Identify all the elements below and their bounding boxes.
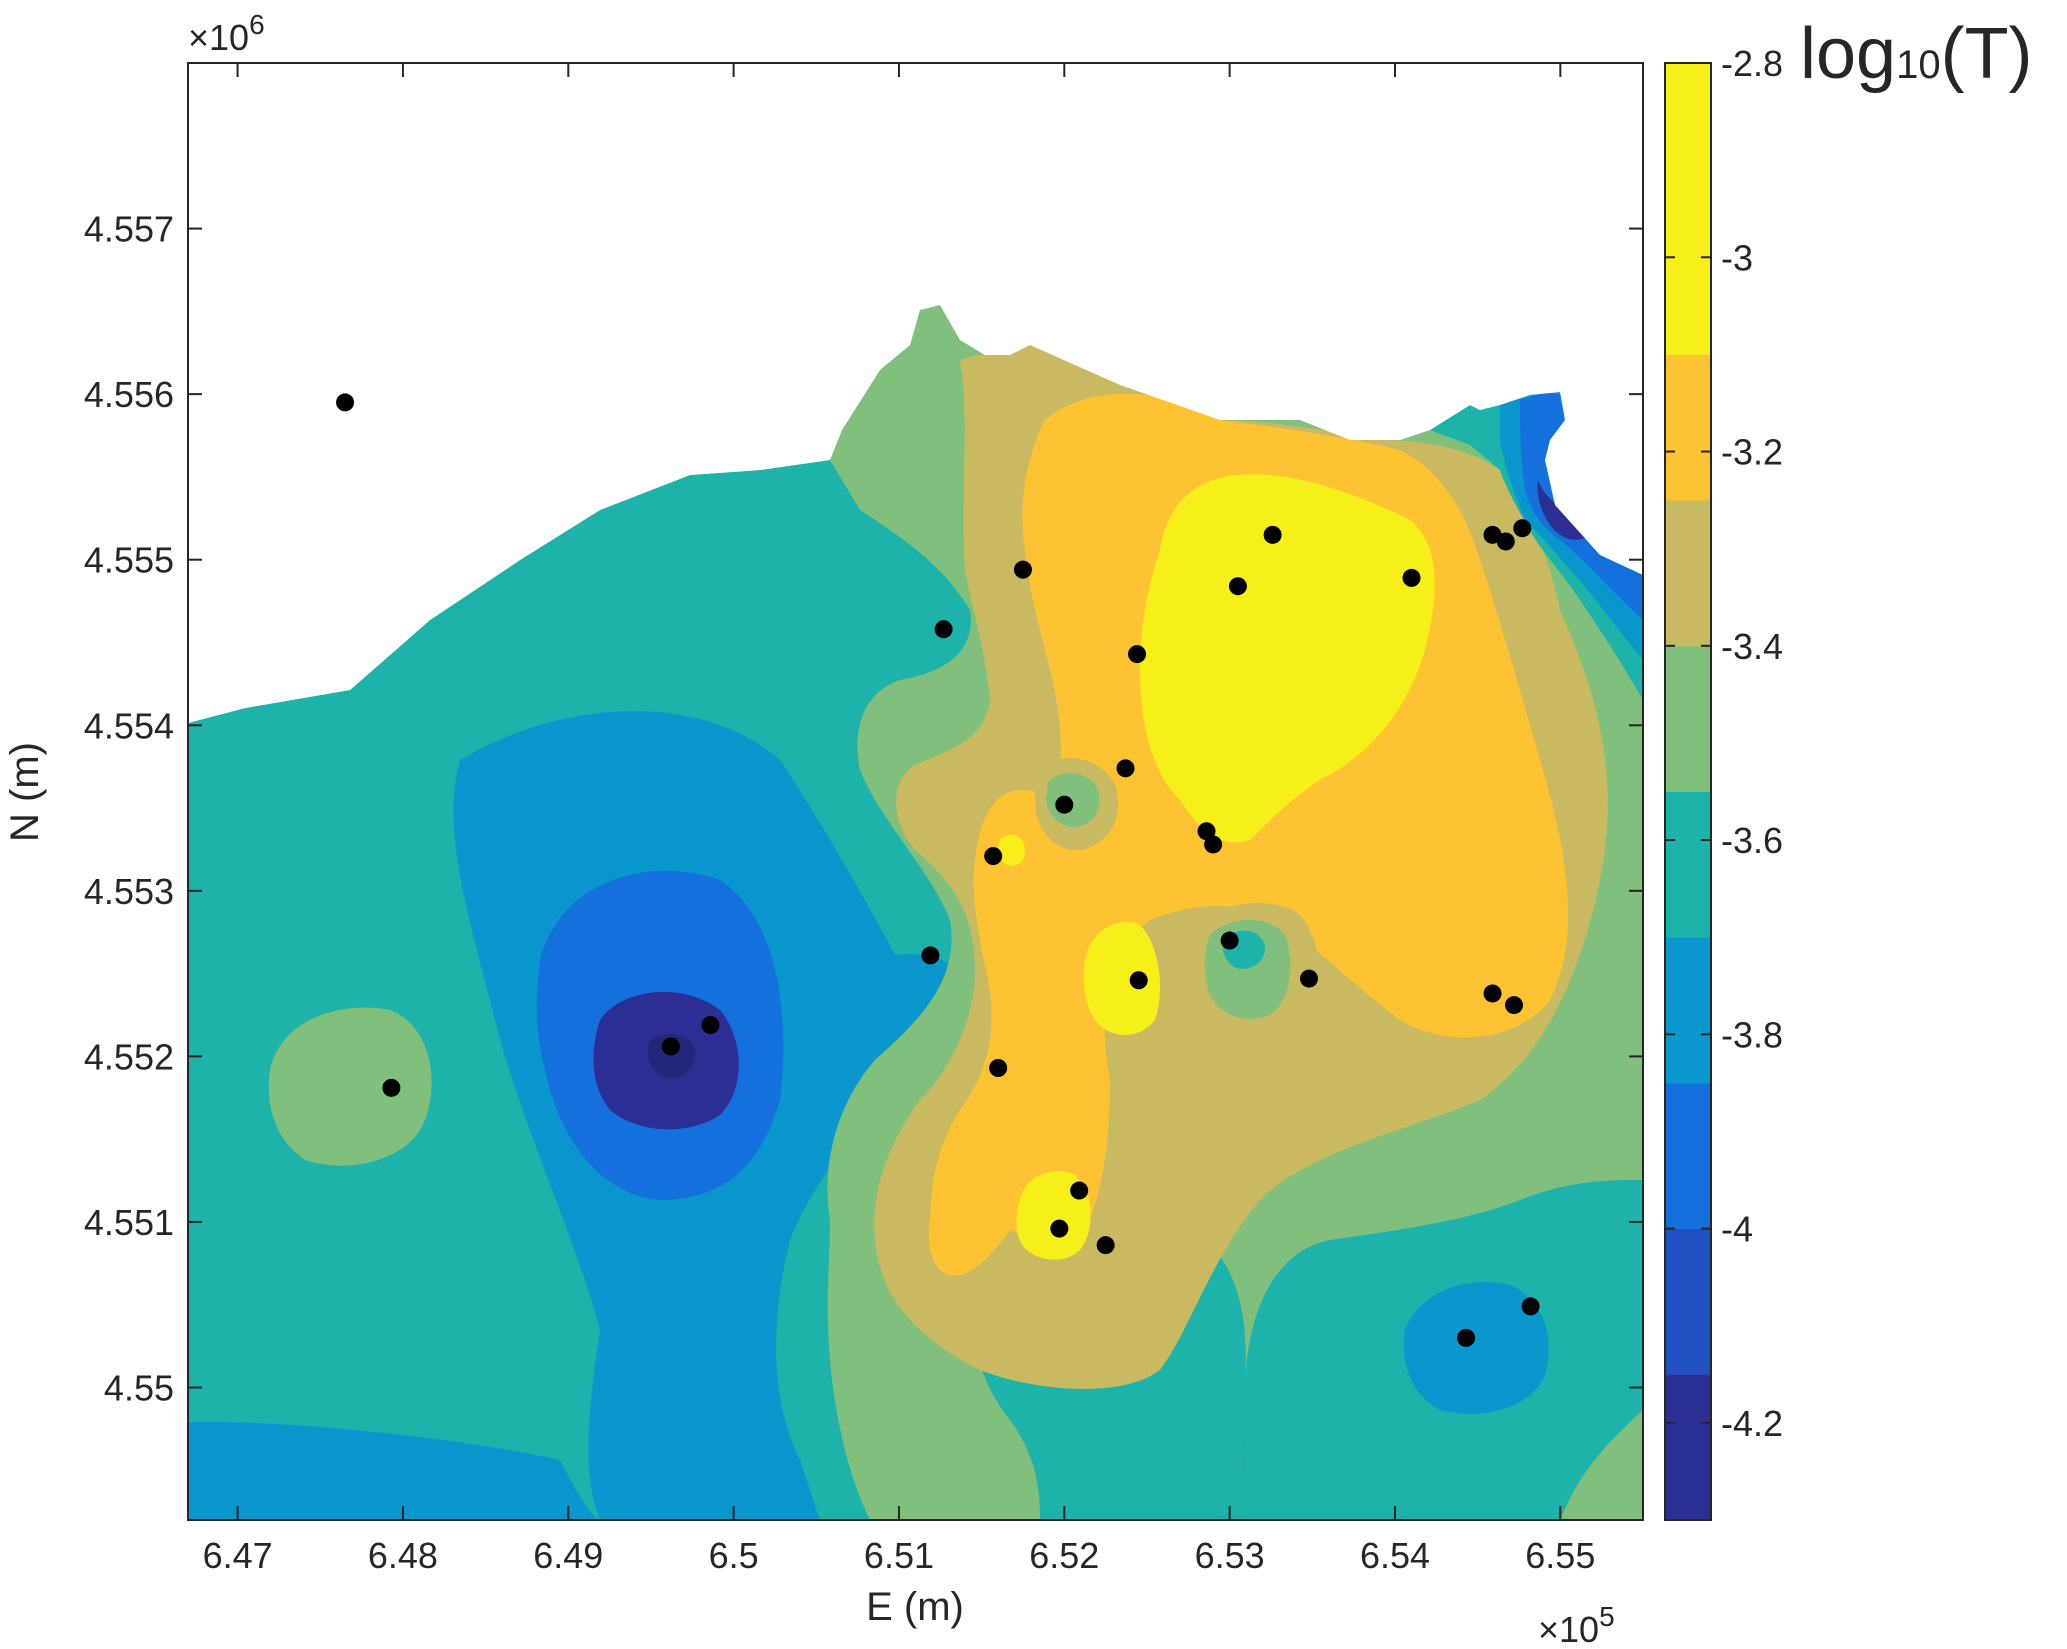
well-point-18 (1204, 835, 1222, 853)
colorbar-title-sub: 10 (1896, 43, 1941, 87)
colorbar-title-main: log (1800, 14, 1896, 94)
well-point-27 (1497, 532, 1515, 550)
well-point-10 (1050, 1220, 1068, 1238)
x-tick-label: 6.51 (864, 1535, 934, 1576)
colorbar-band (1665, 937, 1711, 1083)
x-tick-label: 6.5 (709, 1535, 759, 1576)
colorbar-band (1665, 500, 1711, 646)
well-point-15 (1128, 645, 1146, 663)
well-point-9 (1014, 561, 1032, 579)
well-point-22 (1300, 970, 1318, 988)
y-tick-label: 4.557 (84, 209, 174, 250)
well-point-11 (1055, 796, 1073, 814)
well-point-23 (1403, 569, 1421, 587)
x-tick-label: 6.48 (368, 1535, 438, 1576)
well-point-4 (701, 1016, 719, 1034)
well-point-8 (989, 1059, 1007, 1077)
colorbar-tick-label: -3 (1721, 237, 1753, 278)
well-point-3 (662, 1037, 680, 1055)
well-point-30 (1522, 1297, 1540, 1315)
x-tick-label: 6.53 (1195, 1535, 1265, 1576)
y-tick-label: 4.552 (84, 1036, 174, 1077)
well-point-24 (1457, 1329, 1475, 1347)
y-tick-label: 4.553 (84, 871, 174, 912)
well-point-12 (1070, 1182, 1088, 1200)
colorbar-tick-label: -2.8 (1721, 43, 1783, 84)
colorbar-tick-label: -4 (1721, 1209, 1753, 1250)
y-tick-label: 4.555 (84, 540, 174, 581)
colorbar-band (1665, 1229, 1711, 1375)
y-tick-label: 4.556 (84, 374, 174, 415)
well-point-6 (935, 620, 953, 638)
well-point-20 (1229, 577, 1247, 595)
colorbar-title: log10(T) (1800, 14, 2033, 94)
x-multiplier-exponent: 5 (1599, 1601, 1615, 1632)
x-tick-label: 6.52 (1029, 1535, 1099, 1576)
x-tick-label: 6.54 (1360, 1535, 1430, 1576)
y-tick-label: 4.551 (84, 1202, 174, 1243)
colorbar-tick-label: -4.2 (1721, 1403, 1783, 1444)
x-axis-label: E (m) (866, 1585, 964, 1629)
colorbar (1665, 63, 1711, 1521)
well-point-16 (1130, 971, 1148, 989)
y-multiplier-exponent: 6 (249, 9, 265, 40)
well-point-1 (336, 393, 354, 411)
well-point-13 (1097, 1236, 1115, 1254)
colorbar-band (1665, 1374, 1711, 1520)
well-point-29 (1513, 519, 1531, 537)
well-point-7 (984, 847, 1002, 865)
well-point-14 (1116, 759, 1134, 777)
colorbar-tick-label: -3.4 (1721, 626, 1783, 667)
y-tick-label: 4.55 (104, 1368, 174, 1409)
colorbar-band (1665, 209, 1711, 355)
colorbar-band (1665, 792, 1711, 938)
colorbar-tick-label: -3.8 (1721, 1014, 1783, 1055)
well-point-26 (1484, 984, 1502, 1002)
y-multiplier: ×106 (188, 9, 265, 58)
contour-region-west-bump (269, 1008, 432, 1166)
colorbar-band (1665, 354, 1711, 500)
well-point-21 (1264, 526, 1282, 544)
colorbar-band (1665, 63, 1711, 209)
colorbar-band (1665, 1083, 1711, 1229)
colorbar-title-tail: (T) (1941, 14, 2033, 94)
well-point-28 (1505, 996, 1523, 1014)
y-tick-label: 4.554 (84, 705, 174, 746)
colorbar-tick-label: -3.2 (1721, 432, 1783, 473)
well-point-5 (921, 946, 939, 964)
colorbar-band (1665, 646, 1711, 792)
x-tick-label: 6.55 (1525, 1535, 1595, 1576)
contour-region-high-3 (1084, 922, 1160, 1035)
well-point-2 (382, 1079, 400, 1097)
colorbar-tick-label: -3.6 (1721, 820, 1783, 861)
x-tick-label: 6.47 (203, 1535, 273, 1576)
well-point-19 (1221, 932, 1239, 950)
x-tick-label: 6.49 (533, 1535, 603, 1576)
x-multiplier: ×105 (1538, 1601, 1615, 1649)
y-axis-label: N (m) (3, 742, 47, 842)
